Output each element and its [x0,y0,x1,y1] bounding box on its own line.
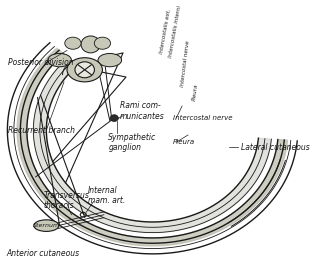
Text: Transversus
thoracis: Transversus thoracis [44,191,89,210]
Ellipse shape [34,220,59,231]
Text: Intercostalis interni: Intercostalis interni [168,5,182,58]
Circle shape [110,115,118,121]
Text: Recurrent branch: Recurrent branch [8,126,75,135]
Text: Sternum: Sternum [33,223,60,228]
Text: Rami com-
municantes: Rami com- municantes [120,101,165,121]
Text: Intercostal nerve: Intercostal nerve [173,115,233,121]
Text: Pleura: Pleura [173,139,196,145]
Ellipse shape [48,53,71,67]
Text: Pleura: Pleura [192,83,199,101]
Ellipse shape [81,36,100,53]
Text: Intercostal nerve: Intercostal nerve [180,40,190,87]
Text: Posterior division: Posterior division [8,58,74,67]
Ellipse shape [67,58,102,82]
Polygon shape [33,58,271,233]
Text: Anterior cutaneous: Anterior cutaneous [7,249,80,258]
Ellipse shape [65,37,81,49]
Text: Sympathetic
ganglion: Sympathetic ganglion [108,133,156,152]
Polygon shape [17,48,288,246]
Ellipse shape [98,53,122,67]
Text: Lateral cutaneous: Lateral cutaneous [241,143,310,151]
Text: Intercostalis ext.: Intercostalis ext. [159,8,172,54]
Circle shape [75,62,94,78]
Ellipse shape [94,37,110,49]
Text: Internal
mam. art.: Internal mam. art. [88,186,125,205]
